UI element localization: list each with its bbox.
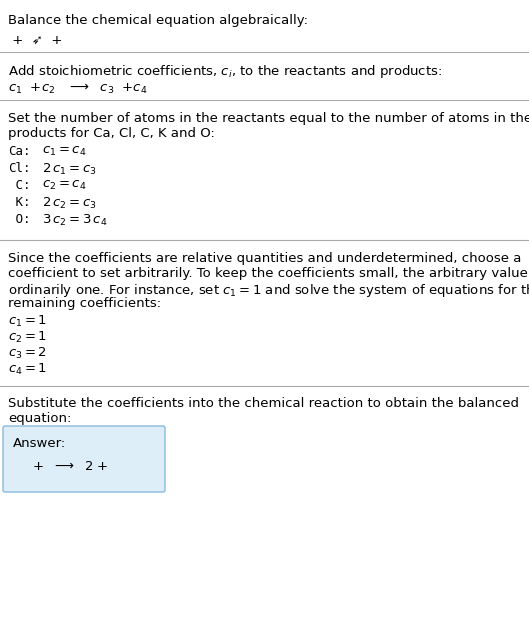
Text: $3\,c_2 = 3\,c_4$: $3\,c_2 = 3\,c_4$: [42, 213, 107, 228]
Text: Balance the chemical equation algebraically:: Balance the chemical equation algebraica…: [8, 14, 308, 27]
Text: products for Ca, Cl, C, K and O:: products for Ca, Cl, C, K and O:: [8, 127, 215, 140]
Text: equation:: equation:: [8, 412, 71, 425]
Text: Ca:: Ca:: [8, 145, 31, 158]
FancyBboxPatch shape: [3, 426, 165, 492]
Text: $c_2 = 1$: $c_2 = 1$: [8, 330, 47, 345]
Text: $c_3 = 2$: $c_3 = 2$: [8, 346, 47, 361]
Text: $c_2 = c_4$: $c_2 = c_4$: [42, 179, 86, 192]
Text: K:: K:: [8, 196, 31, 209]
Text: coefficient to set arbitrarily. To keep the coefficients small, the arbitrary va: coefficient to set arbitrarily. To keep …: [8, 267, 529, 280]
Text: $2\,c_1 = c_3$: $2\,c_1 = c_3$: [42, 162, 97, 177]
Text: remaining coefficients:: remaining coefficients:: [8, 297, 161, 310]
Text: +  $\longrightarrow$  2 +: + $\longrightarrow$ 2 +: [28, 460, 110, 473]
Text: Answer:: Answer:: [13, 437, 66, 450]
Text: Since the coefficients are relative quantities and underdetermined, choose a: Since the coefficients are relative quan…: [8, 252, 522, 265]
Text: $c_1 = 1$: $c_1 = 1$: [8, 314, 47, 329]
Text: Set the number of atoms in the reactants equal to the number of atoms in the: Set the number of atoms in the reactants…: [8, 112, 529, 125]
Text: Cl:: Cl:: [8, 162, 31, 175]
Text: O:: O:: [8, 213, 31, 226]
Text: Add stoichiometric coefficients, $c_i$, to the reactants and products:: Add stoichiometric coefficients, $c_i$, …: [8, 63, 442, 80]
Text: $c_1 = c_4$: $c_1 = c_4$: [42, 145, 86, 158]
Text: $c_4 = 1$: $c_4 = 1$: [8, 362, 47, 377]
Text: Substitute the coefficients into the chemical reaction to obtain the balanced: Substitute the coefficients into the che…: [8, 397, 519, 410]
Text: +  ➶  +: + ➶ +: [8, 34, 67, 47]
Text: ordinarily one. For instance, set $c_1 = 1$ and solve the system of equations fo: ordinarily one. For instance, set $c_1 =…: [8, 282, 529, 299]
Text: $2\,c_2 = c_3$: $2\,c_2 = c_3$: [42, 196, 97, 211]
Text: $c_1$  +$c_2$   $\longrightarrow$  $c_3$  +$c_4$: $c_1$ +$c_2$ $\longrightarrow$ $c_3$ +$c…: [8, 82, 148, 96]
Text: C:: C:: [8, 179, 31, 192]
